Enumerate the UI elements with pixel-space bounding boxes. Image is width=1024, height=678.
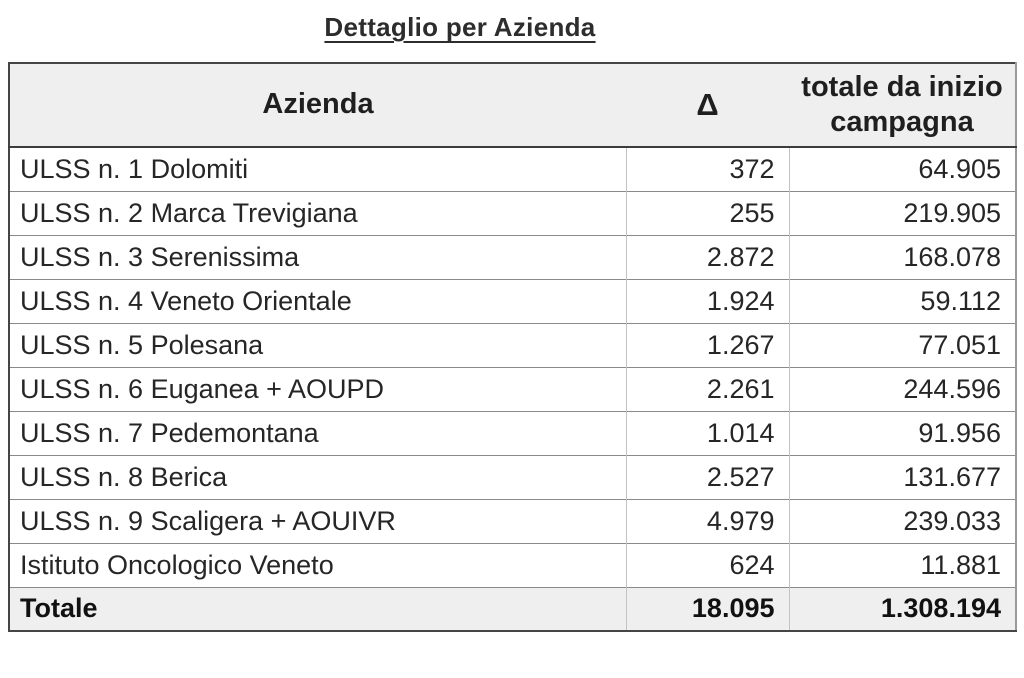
table-row: Istituto Oncologico Veneto 624 11.881 xyxy=(9,543,1016,587)
cell-azienda: ULSS n. 5 Polesana xyxy=(20,329,264,360)
header-row: Azienda Δ totale da inizio campagna xyxy=(9,63,1016,147)
table-row: ULSS n. 6 Euganea + AOUPD 2.261 244.596 xyxy=(9,367,1016,411)
cell-delta: 2.261 xyxy=(625,367,789,411)
cell-totale: 11.881 xyxy=(788,543,1016,587)
cell-delta: 2.527 xyxy=(625,455,789,499)
table-row: ULSS n. 2 Marca Trevigiana 255 219.905 xyxy=(9,191,1016,235)
cell-totale: 168.078 xyxy=(788,235,1016,279)
page-title: Dettaglio per Azienda xyxy=(324,12,596,42)
cell-azienda: ULSS n. 7 Pedemontana xyxy=(20,417,319,448)
table-row: ULSS n. 3 Serenissima 2.872 168.078 xyxy=(9,235,1016,279)
cell-delta: 624 xyxy=(625,543,789,587)
cell-totale: 131.677 xyxy=(788,455,1016,499)
table-row: ULSS n. 5 Polesana 1.267 77.051 xyxy=(9,323,1016,367)
cell-azienda: ULSS n. 6 Euganea + AOUPD xyxy=(20,373,384,404)
table-header: Azienda Δ totale da inizio campagna xyxy=(9,63,1016,147)
azienda-data-table: Azienda Δ totale da inizio campagna ULSS… xyxy=(8,62,1017,632)
title-wrap: Dettaglio per Azienda xyxy=(0,12,920,43)
cell-azienda: Istituto Oncologico Veneto xyxy=(20,549,334,580)
column-header-totale: totale da inizio campagna xyxy=(801,70,1003,138)
table-row: ULSS n. 9 Scaligera + AOUIVR 4.979 239.0… xyxy=(9,499,1016,543)
cell-azienda: ULSS n. 1 Dolomiti xyxy=(20,153,249,184)
total-label: Totale xyxy=(20,593,98,624)
cell-totale: 77.051 xyxy=(788,323,1016,367)
table-row: ULSS n. 1 Dolomiti 372 64.905 xyxy=(9,147,1016,191)
cell-delta: 372 xyxy=(625,147,789,191)
cell-totale: 244.596 xyxy=(788,367,1016,411)
table-row: ULSS n. 7 Pedemontana 1.014 91.956 xyxy=(9,411,1016,455)
cell-delta: 255 xyxy=(625,191,789,235)
cell-azienda: ULSS n. 4 Veneto Orientale xyxy=(20,285,352,316)
cell-delta: 1.267 xyxy=(625,323,789,367)
cell-totale: 239.033 xyxy=(788,499,1016,543)
cell-azienda: ULSS n. 3 Serenissima xyxy=(20,241,300,272)
cell-azienda: ULSS n. 9 Scaligera + AOUIVR xyxy=(20,505,396,536)
cell-delta: 1.924 xyxy=(625,279,789,323)
cell-totale: 219.905 xyxy=(788,191,1016,235)
cell-delta: 2.872 xyxy=(625,235,789,279)
column-header-delta: Δ xyxy=(696,87,719,123)
total-row: Totale 18.095 1.308.194 xyxy=(9,587,1016,631)
table-row: ULSS n. 4 Veneto Orientale 1.924 59.112 xyxy=(9,279,1016,323)
total-delta: 18.095 xyxy=(625,587,789,631)
cell-azienda: ULSS n. 2 Marca Trevigiana xyxy=(20,197,358,228)
cell-azienda: ULSS n. 8 Berica xyxy=(20,461,228,492)
total-totale: 1.308.194 xyxy=(788,587,1016,631)
column-header-azienda: Azienda xyxy=(262,88,374,121)
cell-totale: 64.905 xyxy=(788,147,1016,191)
cell-delta: 1.014 xyxy=(625,411,789,455)
cell-delta: 4.979 xyxy=(625,499,789,543)
cell-totale: 91.956 xyxy=(788,411,1016,455)
cell-totale: 59.112 xyxy=(788,279,1016,323)
table-body: ULSS n. 1 Dolomiti 372 64.905 ULSS n. 2 … xyxy=(9,147,1016,631)
table-row: ULSS n. 8 Berica 2.527 131.677 xyxy=(9,455,1016,499)
